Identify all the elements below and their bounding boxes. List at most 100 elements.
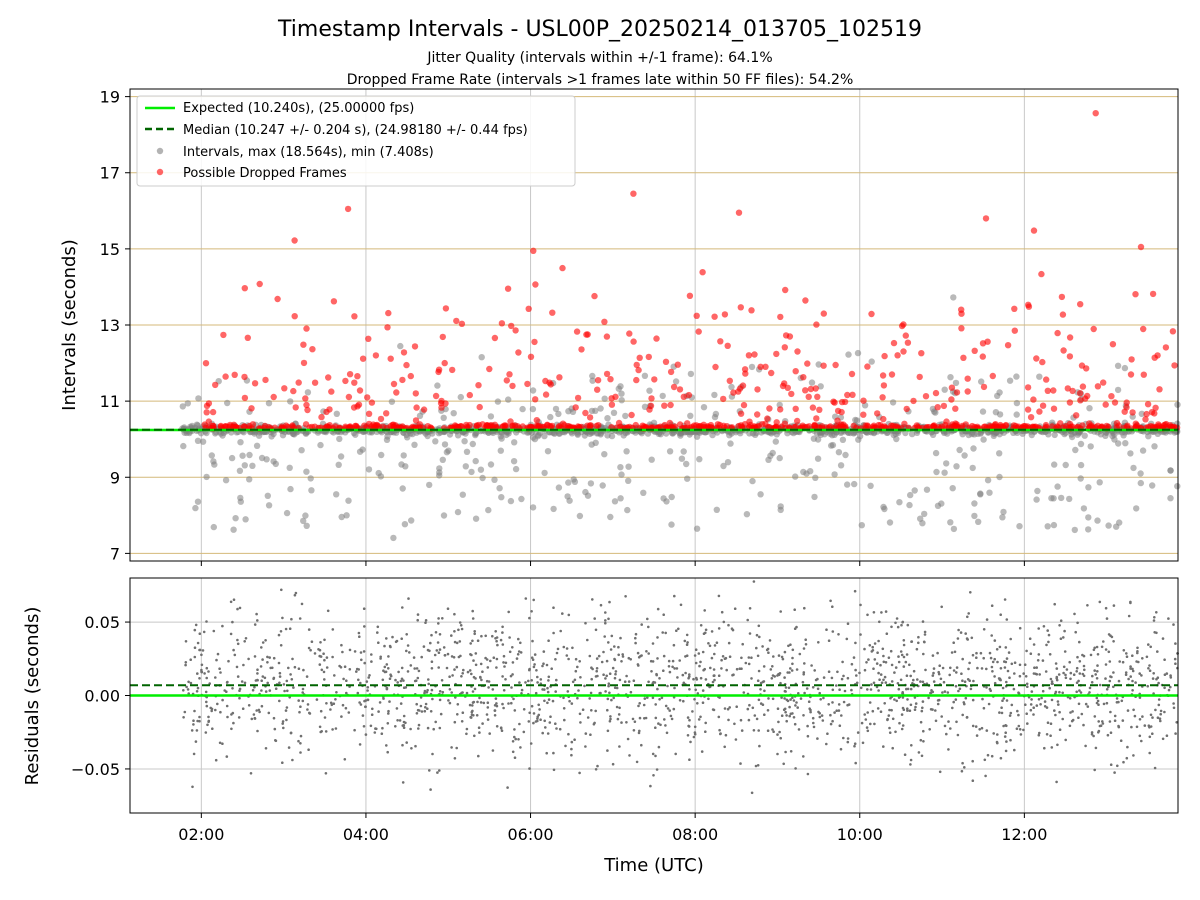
residual-point [1063, 629, 1066, 633]
interval-point [979, 408, 987, 415]
residual-point [426, 726, 430, 730]
residual-point [889, 649, 893, 653]
dropped-frame-point [368, 399, 376, 406]
residual-point [517, 637, 520, 641]
residual-point [500, 729, 504, 732]
residual-point [766, 729, 770, 732]
residual-point [818, 715, 822, 719]
residual-point [432, 727, 436, 731]
residual-point [756, 764, 760, 767]
residual-point [909, 687, 913, 691]
residual-point [921, 700, 925, 703]
residual-point [382, 697, 385, 700]
residual-point [660, 696, 664, 700]
residual-point [1082, 674, 1086, 678]
interval-point [287, 485, 294, 493]
interval-point [911, 487, 918, 494]
residual-point [554, 690, 557, 693]
x-tick-label: 10:00 [837, 825, 883, 844]
dropped-frame-point [879, 372, 887, 379]
dropped-frame-point [274, 295, 281, 303]
residual-point [297, 739, 300, 743]
interval-point [1145, 433, 1152, 440]
interval-point [845, 351, 852, 358]
residual-point [323, 658, 326, 662]
residual-point [1118, 660, 1121, 663]
residual-point [410, 747, 413, 750]
residual-point [1035, 666, 1038, 669]
interval-point [678, 455, 686, 462]
residual-point [389, 673, 392, 676]
dropped-frame-point [848, 370, 856, 378]
residual-point [313, 652, 317, 655]
residual-point [708, 685, 711, 689]
residual-point [508, 636, 511, 639]
residual-point [995, 648, 999, 651]
residual-point [655, 673, 658, 677]
residual-point [750, 677, 753, 680]
residual-point [573, 738, 576, 741]
residual-point [576, 665, 579, 669]
dropped-frame-point [773, 419, 780, 426]
dropped-frame-point [661, 402, 668, 409]
residual-point [886, 717, 889, 721]
dropped-frame-point [670, 383, 678, 391]
residual-point [366, 698, 370, 702]
interval-point [365, 466, 373, 473]
residual-point [905, 653, 909, 656]
residual-point [817, 710, 820, 714]
dropped-frame-point [860, 411, 867, 418]
interval-point [1062, 461, 1069, 469]
interval-point [498, 435, 505, 442]
dropped-frame-point [839, 423, 847, 431]
dropped-frame-point [802, 387, 809, 394]
residual-point [651, 752, 655, 756]
residual-point [1153, 631, 1156, 634]
residual-point [468, 703, 472, 707]
interval-point [992, 409, 1000, 416]
residual-point [530, 704, 534, 708]
residual-point [1148, 751, 1151, 755]
residual-point [901, 696, 905, 699]
residual-point [750, 656, 753, 659]
residual-point [1148, 664, 1151, 667]
residual-point [584, 732, 588, 735]
residual-point [284, 709, 288, 712]
residual-point [955, 671, 958, 674]
residual-point [382, 669, 385, 672]
residual-point [600, 660, 604, 664]
residual-point [195, 690, 199, 693]
dropped-frame-point [739, 382, 747, 389]
interval-point [203, 473, 210, 481]
residual-point [888, 731, 892, 734]
dropped-frame-point [387, 355, 394, 362]
residual-point [589, 691, 593, 695]
residual-point [871, 645, 874, 649]
residual-point [1054, 713, 1057, 717]
interval-point [335, 461, 342, 468]
residual-point [872, 667, 875, 670]
residual-point [1130, 725, 1133, 729]
residual-point [850, 662, 854, 666]
residual-point [358, 635, 361, 638]
residual-point [1167, 617, 1170, 620]
residual-point [1013, 661, 1017, 664]
residual-point [888, 708, 891, 712]
residual-point [241, 707, 245, 710]
dropped-frame-point [1140, 325, 1147, 333]
residual-point [891, 746, 894, 750]
residual-point [1073, 612, 1076, 616]
residual-point [1013, 748, 1016, 752]
residual-point [481, 722, 484, 725]
residual-point [766, 709, 770, 712]
residual-point [345, 691, 348, 695]
dropped-frame-point [816, 406, 823, 413]
residual-point [778, 730, 781, 734]
residual-point [969, 591, 972, 594]
residual-point [902, 665, 906, 668]
residual-point [883, 702, 886, 705]
residual-point [866, 711, 869, 714]
dropped-frame-point [716, 421, 723, 429]
residual-point [450, 691, 454, 694]
residual-point [1155, 611, 1158, 614]
